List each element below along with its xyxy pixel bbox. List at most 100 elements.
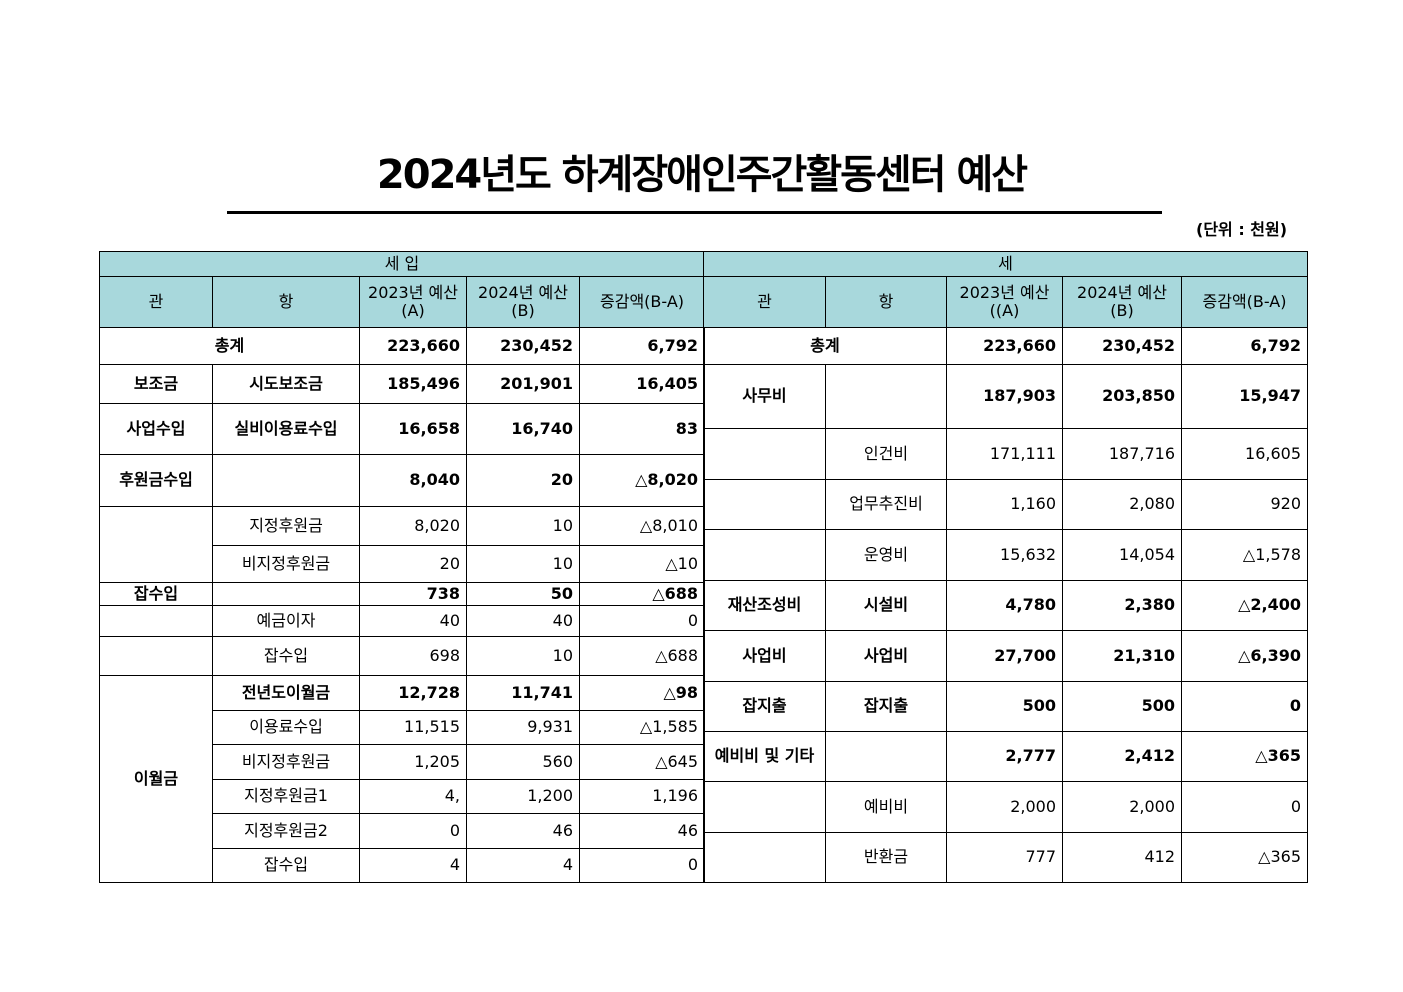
income-hang: 지정후원금1 [212,779,360,814]
income-diff: △8,020 [578,454,706,507]
expense-gwan [703,832,826,883]
income-hang: 잡수입 [212,636,360,676]
income-diff: 83 [578,403,706,455]
income-curr: 1,200 [466,779,580,814]
expense-prev: 15,632 [946,529,1063,581]
table-row: 업무추진비 1,160 2,080 920 [703,479,1308,530]
table-row: 예금이자 40 40 0 [99,605,706,637]
expense-hang: 업무추진비 [825,479,947,530]
expense-gwan: 재산조성비 [703,580,826,631]
income-diff: △688 [578,636,706,676]
income-hang: 이용료수입 [212,710,360,745]
expense-gwan [703,529,826,581]
expense-header-row: 관 항 2023년 예산((A) 2024년 예산(B) 증감액(B-A) [703,276,1308,328]
income-header-row: 관 항 2023년 예산(A) 2024년 예산(B) 증감액(B-A) [99,276,706,328]
expense-curr: 187,716 [1062,428,1182,480]
income-header-curr: 2024년 예산(B) [466,276,580,328]
income-curr: 201,901 [466,364,580,404]
income-curr: 16,740 [466,403,580,455]
page-title: 2024년도 하계장애인주간활동센터 예산 [376,152,1028,198]
expense-prev: 2,777 [946,731,1063,782]
income-curr: 11,741 [466,675,580,711]
income-section-row: 세 입 [98,251,706,277]
income-prev: 12,728 [359,675,467,711]
expense-prev: 777 [946,832,1063,883]
table-row: 보조금 시도보조금 185,496 201,901 16,405 [99,364,706,404]
table-row: 사무비 187,903 203,850 15,947 [703,364,1308,429]
income-prev: 185,496 [359,364,467,404]
expense-diff: 0 [1181,781,1308,833]
expense-section-header: 세 [703,251,1308,277]
expense-diff: △365 [1181,832,1308,883]
expense-gwan [703,479,826,530]
income-prev: 4 [359,848,467,883]
income-curr: 560 [466,744,580,780]
income-gwan [99,506,213,583]
expense-hang: 반환금 [825,832,947,883]
table-row: 잡지출 잡지출 500 500 0 [703,681,1308,732]
income-total-prev: 223,660 [359,327,467,365]
income-section-header: 세 입 [98,251,706,277]
income-prev: 8,040 [359,454,467,507]
table-row: 비지정후원금 20 10 △10 [100,545,706,583]
table-row: 사업수입 실비이용료수입 16,658 16,740 83 [99,403,706,455]
expense-hang: 사업비 [825,630,947,682]
expense-prev: 171,111 [946,428,1063,480]
expense-curr: 203,850 [1062,364,1182,429]
income-hang [212,454,360,507]
table-row: 예비비 2,000 2,000 0 [703,781,1308,833]
income-prev: 20 [359,545,467,583]
table-row: 반환금 777 412 △365 [703,832,1308,883]
expense-diff: △2,400 [1181,580,1308,631]
expense-header-diff: 증감액(B-A) [1181,276,1308,328]
income-diff: △8,010 [578,506,706,546]
income-total-diff: 6,792 [578,327,706,365]
expense-section-row: 세 [703,251,1308,277]
table-row: 예비비 및 기타 2,777 2,412 △365 [703,731,1308,782]
income-hang: 예금이자 [212,605,360,637]
expense-diff: 920 [1181,479,1308,530]
table-row: 이월금 전년도이월금 12,728 11,741 △98 [99,675,706,883]
income-hang: 실비이용료수입 [212,403,360,455]
income-hang: 비지정후원금 [212,744,360,780]
table-row: 비지정후원금 1,205 560 △645 [100,744,706,780]
income-prev: 1,205 [359,744,467,780]
income-hang: 지정후원금 [212,506,360,546]
income-gwan [99,605,213,637]
unit-label: (단위 : 천원) [1196,220,1288,239]
expense-gwan [703,781,826,833]
expense-hang: 잡지출 [825,681,947,732]
title-underline [227,211,1162,214]
expense-prev: 500 [946,681,1063,732]
expense-hang: 시설비 [825,580,947,631]
expense-table: 세 관 항 2023년 예산((A) 2024년 예산(B) 증감액(B-A) … [703,251,1308,883]
expense-curr: 2,080 [1062,479,1182,530]
income-gwan: 사업수입 [99,403,213,455]
expense-prev: 1,160 [946,479,1063,530]
expense-prev: 27,700 [946,630,1063,682]
expense-gwan: 예비비 및 기타 [703,731,826,782]
expense-gwan: 사업비 [703,630,826,682]
expense-curr: 14,054 [1062,529,1182,581]
income-header-diff: 증감액(B-A) [578,276,706,328]
expense-curr: 21,310 [1062,630,1182,682]
income-curr: 10 [466,506,580,546]
income-prev: 698 [359,636,467,676]
expense-curr: 2,412 [1062,731,1182,782]
income-diff: △645 [578,744,706,780]
income-curr: 10 [466,636,580,676]
table-row: 잡수입 698 10 △688 [99,636,706,676]
income-prev: 40 [359,605,467,637]
table-row: 이용료수입 11,515 9,931 △1,585 [100,710,706,745]
income-diff: 1,196 [578,779,706,814]
expense-prev: 187,903 [946,364,1063,429]
income-total-label: 총계 [99,327,360,365]
income-header-prev: 2023년 예산(A) [359,276,467,328]
income-gwan: 보조금 [99,364,213,404]
expense-hang: 예비비 [825,781,947,833]
income-header-hang: 항 [212,276,360,328]
expense-header-gwan: 관 [703,276,826,328]
income-prev: 4, [359,779,467,814]
expense-diff: 15,947 [1181,364,1308,429]
table-row: 재산조성비 시설비 4,780 2,380 △2,400 [703,580,1308,631]
